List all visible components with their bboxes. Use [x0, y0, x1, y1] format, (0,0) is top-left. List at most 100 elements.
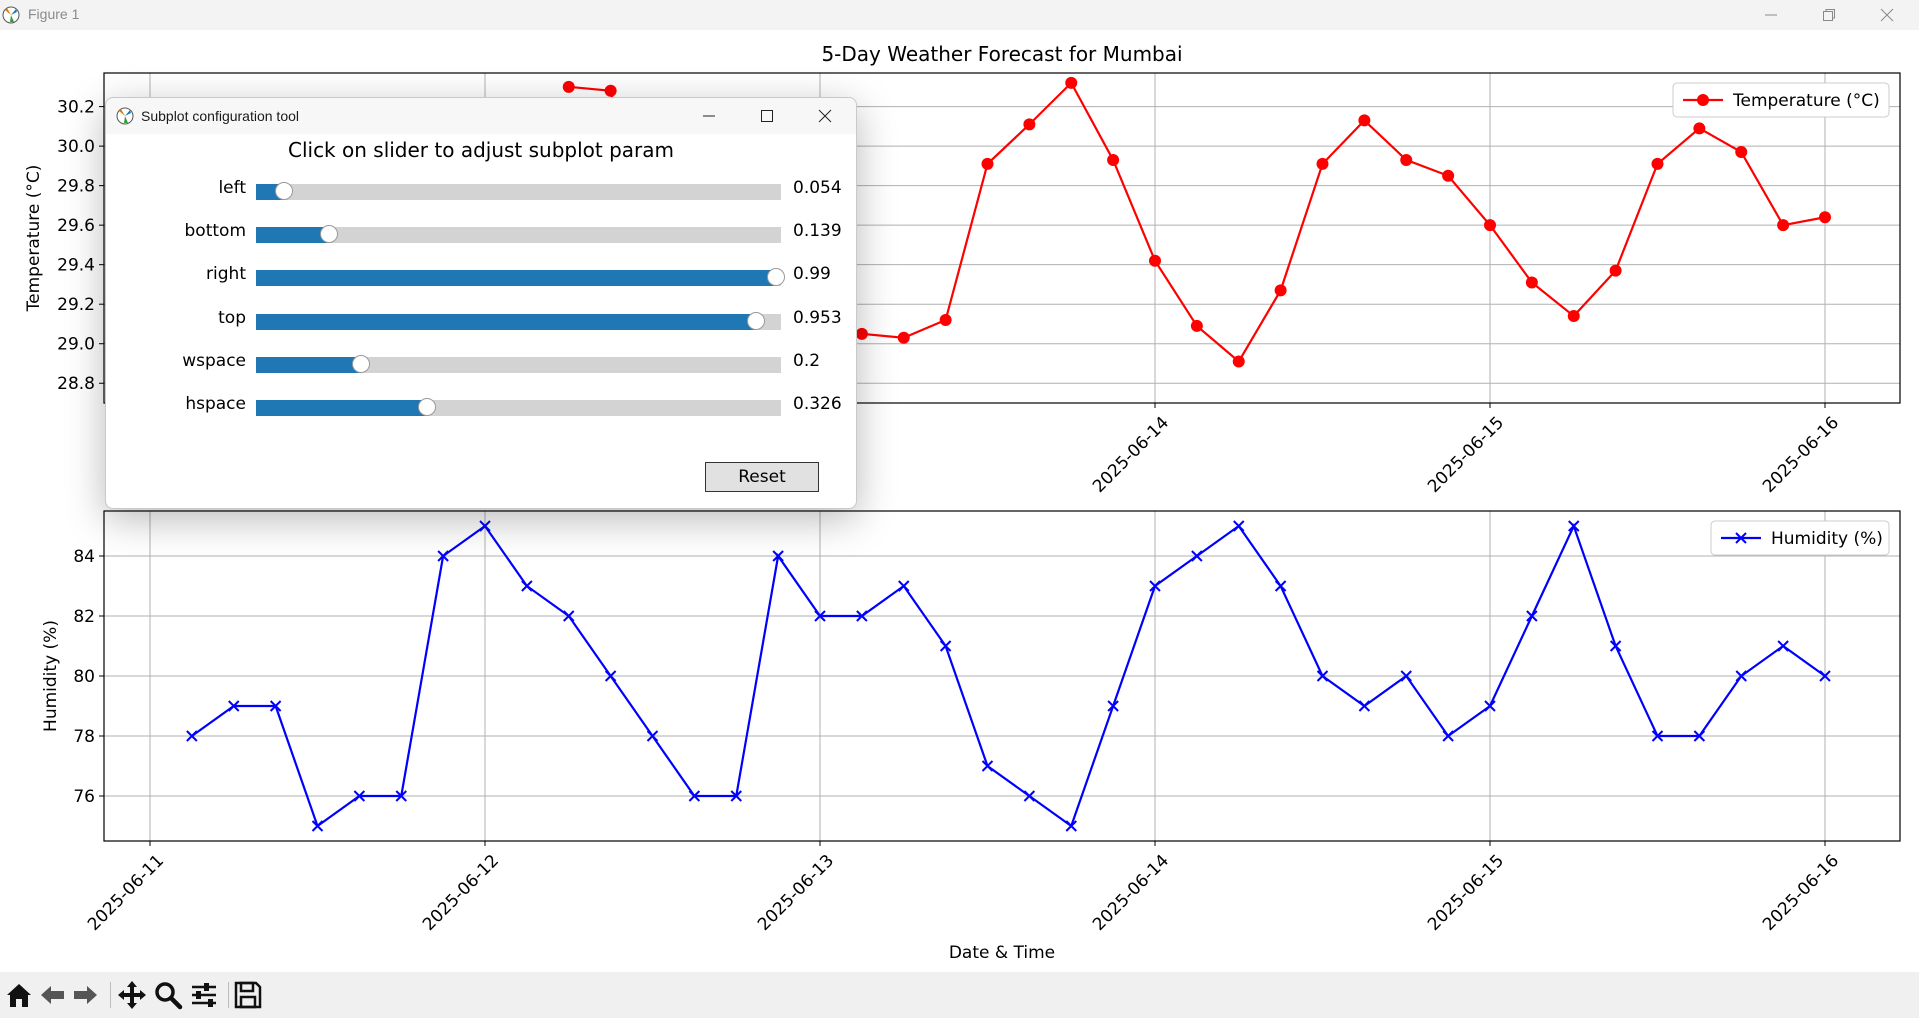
slider-handle[interactable] — [352, 355, 370, 373]
y-tick-label: 29.8 — [57, 177, 95, 197]
data-point — [688, 790, 701, 802]
zoom-icon — [155, 982, 183, 1010]
close-icon — [1880, 8, 1894, 22]
close-button[interactable] — [1858, 0, 1916, 30]
slider-value: 0.054 — [793, 178, 842, 198]
pan-icon — [118, 981, 146, 1009]
legend-box — [1672, 82, 1890, 118]
slider-row-left: left 0.054 — [106, 176, 856, 206]
slider-row-hspace: hspace 0.326 — [106, 392, 856, 422]
slider-value: 0.139 — [793, 221, 842, 241]
slider-value: 0.326 — [793, 394, 842, 414]
data-point — [1484, 700, 1496, 712]
x-tick-label: 2025-06-11 — [84, 851, 168, 935]
slider-right[interactable] — [256, 268, 785, 286]
slider-wspace[interactable] — [256, 355, 781, 373]
data-point — [1358, 114, 1371, 127]
data-point — [1358, 700, 1371, 712]
toolbar-separator — [110, 982, 111, 1008]
slider-handle[interactable] — [747, 312, 766, 330]
data-point — [1651, 157, 1664, 170]
slider-fill — [256, 357, 361, 373]
data-point — [228, 700, 240, 712]
subplot-config-dialog[interactable]: Subplot configuration tool Click on slid… — [105, 97, 857, 509]
data-point — [1316, 157, 1329, 170]
axes-frame — [103, 510, 1901, 842]
data-point — [1107, 153, 1120, 166]
save-icon — [234, 981, 262, 1009]
slider-handle[interactable] — [766, 268, 785, 286]
x-tick-label: 2025-06-12 — [419, 851, 503, 935]
data-point — [604, 670, 617, 682]
minimize-button[interactable] — [1742, 0, 1800, 30]
y-tick-label: 29.6 — [57, 216, 95, 236]
dialog-maximize-button[interactable] — [747, 101, 787, 131]
slider-value: 0.953 — [793, 308, 842, 328]
data-point — [1023, 118, 1036, 131]
slider-label: wspace — [182, 351, 246, 371]
data-point — [269, 700, 282, 712]
data-point — [1191, 550, 1203, 562]
slider-handle[interactable] — [319, 225, 338, 243]
data-point — [1149, 254, 1161, 267]
data-point — [1065, 820, 1077, 832]
y-tick-label: 28.8 — [57, 374, 95, 394]
slider-fill — [256, 227, 329, 243]
back-button[interactable] — [38, 980, 68, 1010]
y-tick-label: 29.4 — [57, 256, 95, 276]
home-button[interactable] — [4, 980, 34, 1010]
matplotlib-app-icon — [2, 6, 20, 24]
pan-button[interactable] — [117, 980, 147, 1010]
data-point — [562, 80, 575, 93]
legend-box — [1710, 520, 1890, 556]
home-icon — [7, 984, 31, 1007]
data-point — [1693, 730, 1706, 742]
restore-button[interactable] — [1800, 0, 1858, 30]
save-button[interactable] — [233, 980, 263, 1010]
slider-bottom[interactable] — [256, 225, 781, 243]
y-tick-label: 78 — [73, 727, 95, 747]
data-point — [897, 331, 910, 344]
legend-label: Temperature (°C) — [1732, 91, 1880, 111]
slider-row-bottom: bottom 0.139 — [106, 219, 856, 249]
data-point — [939, 314, 952, 327]
minimize-icon — [1765, 14, 1777, 16]
x-tick-label: 2025-06-16 — [1759, 851, 1843, 935]
data-point — [521, 580, 533, 592]
slider-left[interactable] — [256, 182, 781, 200]
slider-handle[interactable] — [275, 182, 294, 200]
forward-button[interactable] — [70, 980, 100, 1010]
slider-top[interactable] — [256, 312, 781, 330]
slider-hspace[interactable] — [256, 398, 781, 416]
dialog-titlebar[interactable]: Subplot configuration tool — [106, 98, 856, 134]
data-point — [1735, 670, 1747, 682]
slider-handle[interactable] — [418, 398, 437, 416]
x-tick-label: 2025-06-14 — [1089, 851, 1173, 935]
slider-fill — [256, 270, 776, 286]
data-point — [1693, 122, 1706, 135]
data-point — [981, 760, 994, 772]
dialog-minimize-button[interactable] — [689, 101, 729, 131]
back-icon — [41, 986, 64, 1004]
forward-icon — [74, 986, 97, 1004]
slider-fill — [256, 314, 757, 330]
configure-subplots-button[interactable] — [189, 980, 219, 1010]
dialog-body: Click on slider to adjust subplot param … — [106, 134, 856, 508]
reset-button[interactable]: Reset — [705, 462, 819, 492]
legend-marker — [1735, 532, 1747, 544]
data-point — [1023, 790, 1036, 802]
data-point — [981, 157, 994, 170]
data-point — [814, 610, 826, 622]
data-point — [1316, 670, 1329, 682]
dialog-title: Subplot configuration tool — [141, 108, 299, 124]
y-tick-label: 76 — [73, 787, 95, 807]
y-tick-label: 30.0 — [57, 137, 95, 157]
dialog-close-button[interactable] — [805, 101, 845, 131]
data-point — [1065, 76, 1078, 89]
data-point — [353, 790, 366, 802]
data-point — [1526, 610, 1538, 622]
data-point — [604, 84, 617, 97]
zoom-button[interactable] — [153, 980, 183, 1010]
slider-row-wspace: wspace 0.2 — [106, 349, 856, 379]
data-point — [939, 640, 952, 652]
